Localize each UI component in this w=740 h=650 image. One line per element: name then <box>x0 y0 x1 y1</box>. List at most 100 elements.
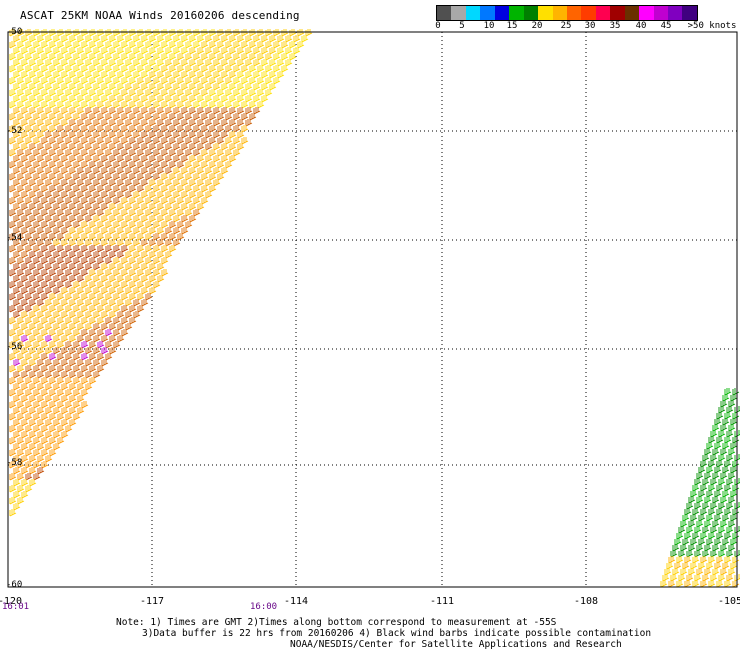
wind-barb <box>33 245 41 253</box>
wind-barb <box>41 233 49 241</box>
wind-barb <box>157 131 165 139</box>
wind-barb <box>45 443 53 451</box>
wind-barb <box>700 460 708 468</box>
wind-barb <box>69 395 77 403</box>
wind-barb <box>209 65 217 73</box>
wind-barb <box>89 125 97 133</box>
wind-barb <box>153 101 161 109</box>
wind-barb <box>85 143 93 151</box>
wind-barb <box>233 29 241 37</box>
wind-barb <box>197 203 205 211</box>
wind-barb <box>113 113 121 121</box>
wind-barb <box>217 137 225 145</box>
wind-barb <box>245 83 253 91</box>
wind-barb <box>33 377 41 385</box>
wind-barb <box>53 287 61 295</box>
wind-barb <box>61 431 69 439</box>
wind-barb <box>193 125 201 133</box>
wind-barb <box>149 59 157 67</box>
wind-barb <box>49 377 57 385</box>
wind-barb <box>105 125 113 133</box>
wind-barb <box>73 65 81 73</box>
wind-barb <box>712 472 720 480</box>
wind-barb <box>233 125 241 133</box>
wind-barb <box>185 101 193 109</box>
wind-barb <box>73 341 81 349</box>
wind-barb <box>93 275 101 283</box>
wind-barb <box>229 155 237 163</box>
wind-barb <box>85 371 93 379</box>
wind-barb <box>101 107 109 115</box>
wind-barb <box>57 293 65 301</box>
wind-barb <box>61 251 69 259</box>
wind-barb <box>105 353 113 361</box>
legend-label: 40 <box>635 21 647 31</box>
wind-barb <box>117 155 125 163</box>
wind-barb <box>149 107 157 115</box>
wind-barb <box>129 29 137 37</box>
wind-barb <box>57 77 65 85</box>
wind-barb <box>77 71 85 79</box>
wind-barb <box>722 442 730 450</box>
wind-barb <box>113 149 121 157</box>
wind-barb <box>41 29 49 37</box>
wind-barb <box>109 107 117 115</box>
wind-barb <box>141 143 149 151</box>
wind-barb <box>229 143 237 151</box>
wind-barb <box>714 442 722 450</box>
wind-barb <box>157 119 165 127</box>
wind-barb <box>25 125 33 133</box>
wind-barb <box>125 215 133 223</box>
wind-barb <box>69 275 77 283</box>
wind-barb <box>13 227 21 235</box>
legend-swatch <box>523 6 539 20</box>
wind-barb <box>109 311 117 319</box>
wind-barb <box>237 119 245 127</box>
wind-barb <box>133 71 141 79</box>
wind-barb <box>25 329 33 337</box>
wind-barb <box>37 107 45 115</box>
wind-barb <box>105 113 113 121</box>
wind-barb <box>49 329 57 337</box>
wind-barb <box>113 245 121 253</box>
wind-barb <box>121 29 129 37</box>
wind-barb <box>145 125 153 133</box>
wind-barb <box>57 257 65 265</box>
wind-barb <box>77 263 85 271</box>
wind-barb <box>157 263 165 271</box>
wind-barb <box>730 466 738 474</box>
wind-barb <box>113 65 121 73</box>
wind-barb <box>29 203 37 211</box>
wind-barb <box>29 227 37 235</box>
wind-barb <box>25 341 33 349</box>
wind-barb <box>153 53 161 61</box>
legend-label: 5 <box>459 21 465 31</box>
wind-barb <box>49 185 57 193</box>
wind-barb <box>29 191 37 199</box>
wind-barb <box>682 538 690 546</box>
wind-barb <box>732 388 740 396</box>
wind-barb <box>69 155 77 163</box>
wind-barb <box>177 77 185 85</box>
wind-barb <box>686 526 694 534</box>
wind-barb <box>101 227 109 235</box>
wind-barb <box>125 263 133 271</box>
wind-barb <box>177 185 185 193</box>
wind-barb <box>105 185 113 193</box>
wind-barb <box>177 221 185 229</box>
wind-barb <box>13 407 21 415</box>
wind-barb <box>41 365 49 373</box>
wind-barb <box>712 544 720 552</box>
wind-barb <box>73 221 81 229</box>
wind-barb <box>141 155 149 163</box>
wind-barb <box>25 377 33 385</box>
wind-barb <box>9 149 17 157</box>
wind-barb <box>688 520 696 528</box>
wind-barb <box>81 305 89 313</box>
wind-barb <box>81 149 89 157</box>
wind-barb <box>185 149 193 157</box>
wind-barb <box>33 77 41 85</box>
wind-barb <box>45 263 53 271</box>
wind-barb <box>718 502 726 510</box>
wind-barb <box>169 137 177 145</box>
